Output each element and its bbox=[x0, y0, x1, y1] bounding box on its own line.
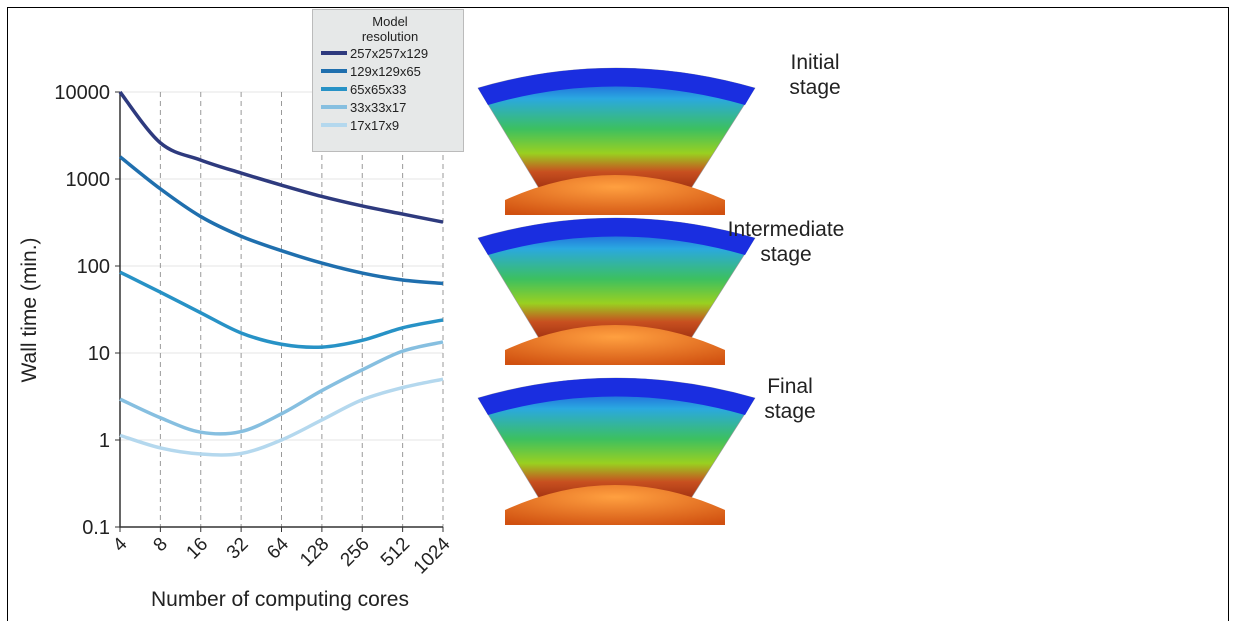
y-tick-label: 1 bbox=[99, 430, 110, 452]
x-tick-label: 256 bbox=[337, 534, 374, 571]
x-tick-label: 32 bbox=[223, 534, 253, 564]
y-tick-label: 100 bbox=[77, 256, 110, 278]
x-tick-label: 512 bbox=[377, 534, 414, 571]
stage-label: Intermediate stage bbox=[712, 217, 860, 267]
legend-label: 33x33x17 bbox=[350, 100, 406, 115]
y-tick-label: 10 bbox=[88, 343, 110, 365]
legend-item: 33x33x17 bbox=[313, 98, 463, 116]
legend-swatch bbox=[321, 123, 347, 127]
legend-item: 17x17x9 bbox=[313, 116, 463, 134]
legend-label: 129x129x65 bbox=[350, 64, 421, 79]
x-tick-label: 4 bbox=[109, 533, 132, 556]
legend-swatch bbox=[321, 69, 347, 73]
x-tick-label: 128 bbox=[296, 534, 333, 571]
legend-label: 257x257x129 bbox=[350, 46, 428, 61]
stage-label: Final stage bbox=[745, 374, 835, 424]
legend-label: 17x17x9 bbox=[350, 118, 399, 133]
y-tick-label: 10000 bbox=[54, 82, 110, 104]
y-tick-label: 0.1 bbox=[82, 517, 110, 539]
chart: Wall time (min.) Number of computing cor… bbox=[0, 0, 1236, 621]
model-image bbox=[478, 68, 755, 215]
x-tick-label: 16 bbox=[182, 534, 212, 564]
legend-swatch bbox=[321, 105, 347, 109]
figure: Wall time (min.) Number of computing cor… bbox=[0, 0, 1236, 621]
legend-swatch bbox=[321, 51, 347, 55]
model-image bbox=[478, 378, 755, 525]
y-tick-label: 1000 bbox=[66, 169, 111, 191]
legend-swatch bbox=[321, 87, 347, 91]
stage-label: Initial stage bbox=[770, 50, 860, 100]
legend-title: Model resolution bbox=[345, 10, 435, 44]
x-tick-label: 1024 bbox=[410, 533, 455, 578]
legend-label: 65x65x33 bbox=[350, 82, 406, 97]
y-axis-label: Wall time (min.) bbox=[18, 237, 41, 382]
legend-item: 65x65x33 bbox=[313, 80, 463, 98]
legend-item: 129x129x65 bbox=[313, 62, 463, 80]
legend-item: 257x257x129 bbox=[313, 44, 463, 62]
legend: Model resolution 257x257x129 129x129x65 65… bbox=[312, 9, 464, 152]
x-axis-label: Number of computing cores bbox=[151, 588, 409, 611]
x-tick-label: 64 bbox=[263, 533, 293, 563]
x-tick-label: 8 bbox=[150, 534, 172, 556]
